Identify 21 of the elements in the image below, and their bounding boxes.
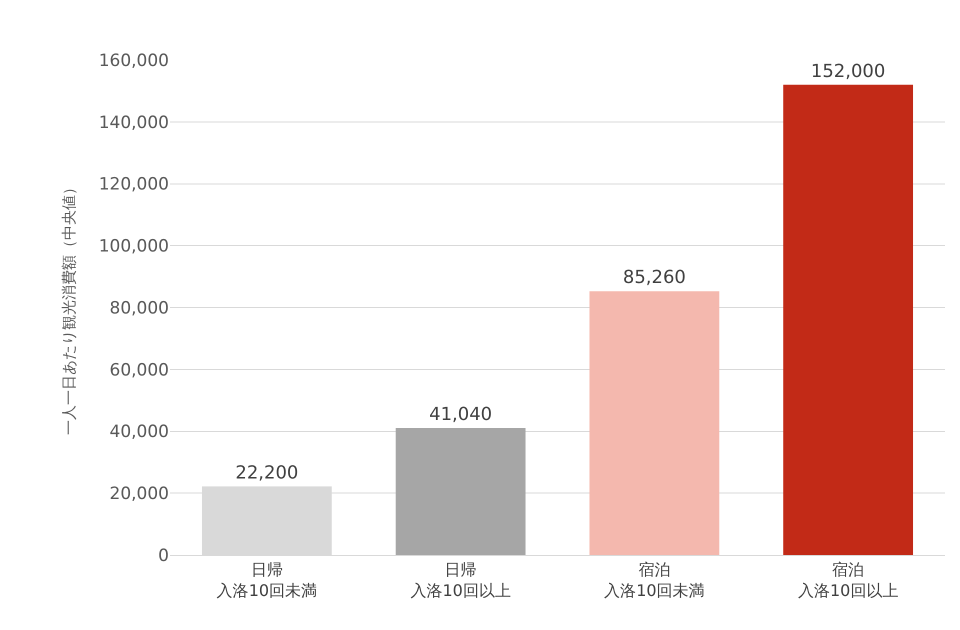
- x-tick-label: 日帰入洛10回以上: [410, 560, 511, 600]
- bar: [783, 84, 914, 555]
- y-tick-label: 0: [158, 546, 169, 566]
- y-tick-label: 80,000: [110, 298, 169, 318]
- data-label: 85,260: [622, 267, 686, 288]
- y-tick-label: 100,000: [98, 236, 169, 257]
- data-label: 41,040: [429, 404, 492, 426]
- data-label: 22,200: [235, 462, 298, 484]
- y-tick-label: 60,000: [110, 360, 169, 380]
- y-tick-label: 40,000: [110, 422, 169, 442]
- bar: [396, 428, 526, 555]
- y-tick-label: 160,000: [98, 50, 169, 71]
- data-label: 152,000: [810, 60, 886, 82]
- x-tick-label: 宿泊入洛10回以上: [798, 560, 898, 600]
- x-tick-label: 宿泊入洛10回未満: [604, 560, 705, 600]
- y-axis-title: 一人一日あたり観光消費額（中央値）: [60, 180, 78, 435]
- bar: [589, 291, 720, 555]
- x-tick-label: 日帰入洛10回未満: [216, 560, 318, 600]
- y-tick-label: 20,000: [110, 484, 169, 504]
- y-tick-label: 140,000: [98, 112, 169, 133]
- y-tick-label: 120,000: [98, 174, 169, 195]
